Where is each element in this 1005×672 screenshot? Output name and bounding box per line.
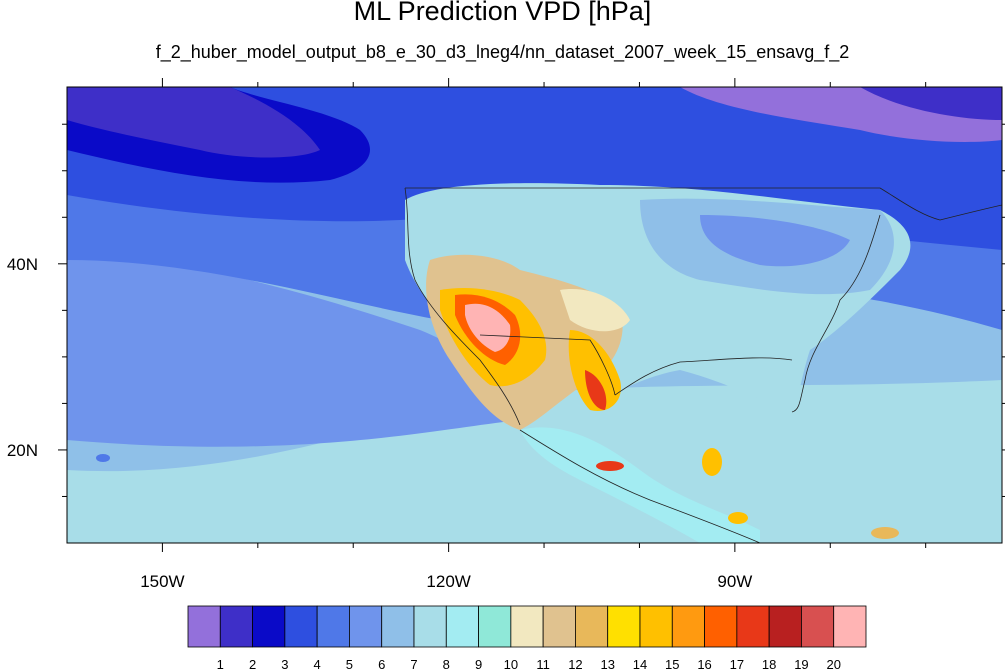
colorbar-swatch xyxy=(671,605,705,648)
colorbar-label: 9 xyxy=(475,657,482,672)
colorbar-label: 19 xyxy=(794,657,808,672)
plains-zone xyxy=(560,289,630,332)
colorbar-swatch xyxy=(316,605,350,648)
canada-border xyxy=(405,187,1002,221)
mexico-zone xyxy=(520,427,760,543)
colorbar-label: 6 xyxy=(378,657,385,672)
colorbar-swatch xyxy=(219,605,253,648)
colorbar-swatch xyxy=(413,605,447,648)
lon-tick-label: 90W xyxy=(717,572,752,591)
colorbar-swatch xyxy=(510,605,544,648)
colorbar-label: 8 xyxy=(443,657,450,672)
colorbar-label: 7 xyxy=(410,657,417,672)
east-coastline xyxy=(791,214,881,413)
colorbar-label: 15 xyxy=(665,657,679,672)
colorbar-label: 2 xyxy=(249,657,256,672)
chihuahua-zone xyxy=(568,330,621,411)
lon-tick-label: 150W xyxy=(140,572,184,591)
central-mexico-spot xyxy=(596,461,624,471)
colorbar-label: 18 xyxy=(762,657,776,672)
colorbar-label: 13 xyxy=(600,657,614,672)
lon-tick-label: 120W xyxy=(426,572,470,591)
yucatan-dry-spot xyxy=(702,448,722,476)
mexico-coastline xyxy=(519,429,761,543)
colorbar-label: 17 xyxy=(730,657,744,672)
colorbar-label: 20 xyxy=(826,657,840,672)
colorbar-swatch xyxy=(445,605,479,648)
map-subtitle: f_2_huber_model_output_b8_e_30_d3_lneg4/… xyxy=(155,42,850,62)
lat-tick-label: 40N xyxy=(7,255,38,274)
colorbar-label: 5 xyxy=(346,657,353,672)
map-frame xyxy=(66,86,1003,544)
colorbar-swatch xyxy=(801,605,835,648)
colorbar-swatch xyxy=(284,605,318,648)
great-lakes-zone xyxy=(700,215,850,267)
band-2 xyxy=(67,87,320,158)
colorbar-label: 1 xyxy=(217,657,224,672)
chihuahua-core xyxy=(585,370,607,410)
gulf-coastline xyxy=(614,357,793,396)
caribbean-spot xyxy=(871,527,899,539)
us-mexico-border xyxy=(479,334,616,396)
death-valley-zone xyxy=(465,303,511,352)
colorbar-swatch xyxy=(252,605,286,648)
hawaii-spot xyxy=(96,454,110,462)
southern-band xyxy=(67,380,1002,543)
colorbar-swatch xyxy=(349,605,383,648)
band-2-north xyxy=(860,87,1002,120)
band-6 xyxy=(67,250,520,447)
colorbar-swatch xyxy=(704,605,738,648)
lat-tick-label: 20N xyxy=(7,441,38,460)
colorbar-label: 14 xyxy=(633,657,647,672)
colorbar-label: 12 xyxy=(568,657,582,672)
colorbar-swatch xyxy=(187,605,221,648)
colorbar-swatch xyxy=(575,605,609,648)
central-america-spot xyxy=(728,512,748,524)
colorbar-label: 4 xyxy=(314,657,321,672)
colorbar-swatch xyxy=(607,605,641,648)
colorbar-swatch xyxy=(833,605,867,648)
colorbar-label: 10 xyxy=(504,657,518,672)
vpd-field xyxy=(67,87,1002,543)
colorbar-swatch xyxy=(542,605,576,648)
colorbar-swatch xyxy=(736,605,770,648)
colorbar-label: 3 xyxy=(281,657,288,672)
colorbar-swatch xyxy=(381,605,415,648)
colorbar-label: 11 xyxy=(536,657,550,672)
colorbar-swatch xyxy=(478,605,512,648)
colorbar-swatch xyxy=(639,605,673,648)
axis-tick-labels: 150W 120W 90W 40N 20N xyxy=(7,255,753,591)
west-coastline xyxy=(404,187,521,426)
colorbar: 1 2 3 4 5 6 7 8 9 10 11 12 13 14 15 16 17 18 19 20 xyxy=(187,605,867,672)
colorbar-swatch xyxy=(768,605,802,648)
map-title: ML Prediction VPD [hPa] xyxy=(353,0,652,26)
colorbar-label: 16 xyxy=(697,657,711,672)
coastlines xyxy=(404,187,1002,543)
